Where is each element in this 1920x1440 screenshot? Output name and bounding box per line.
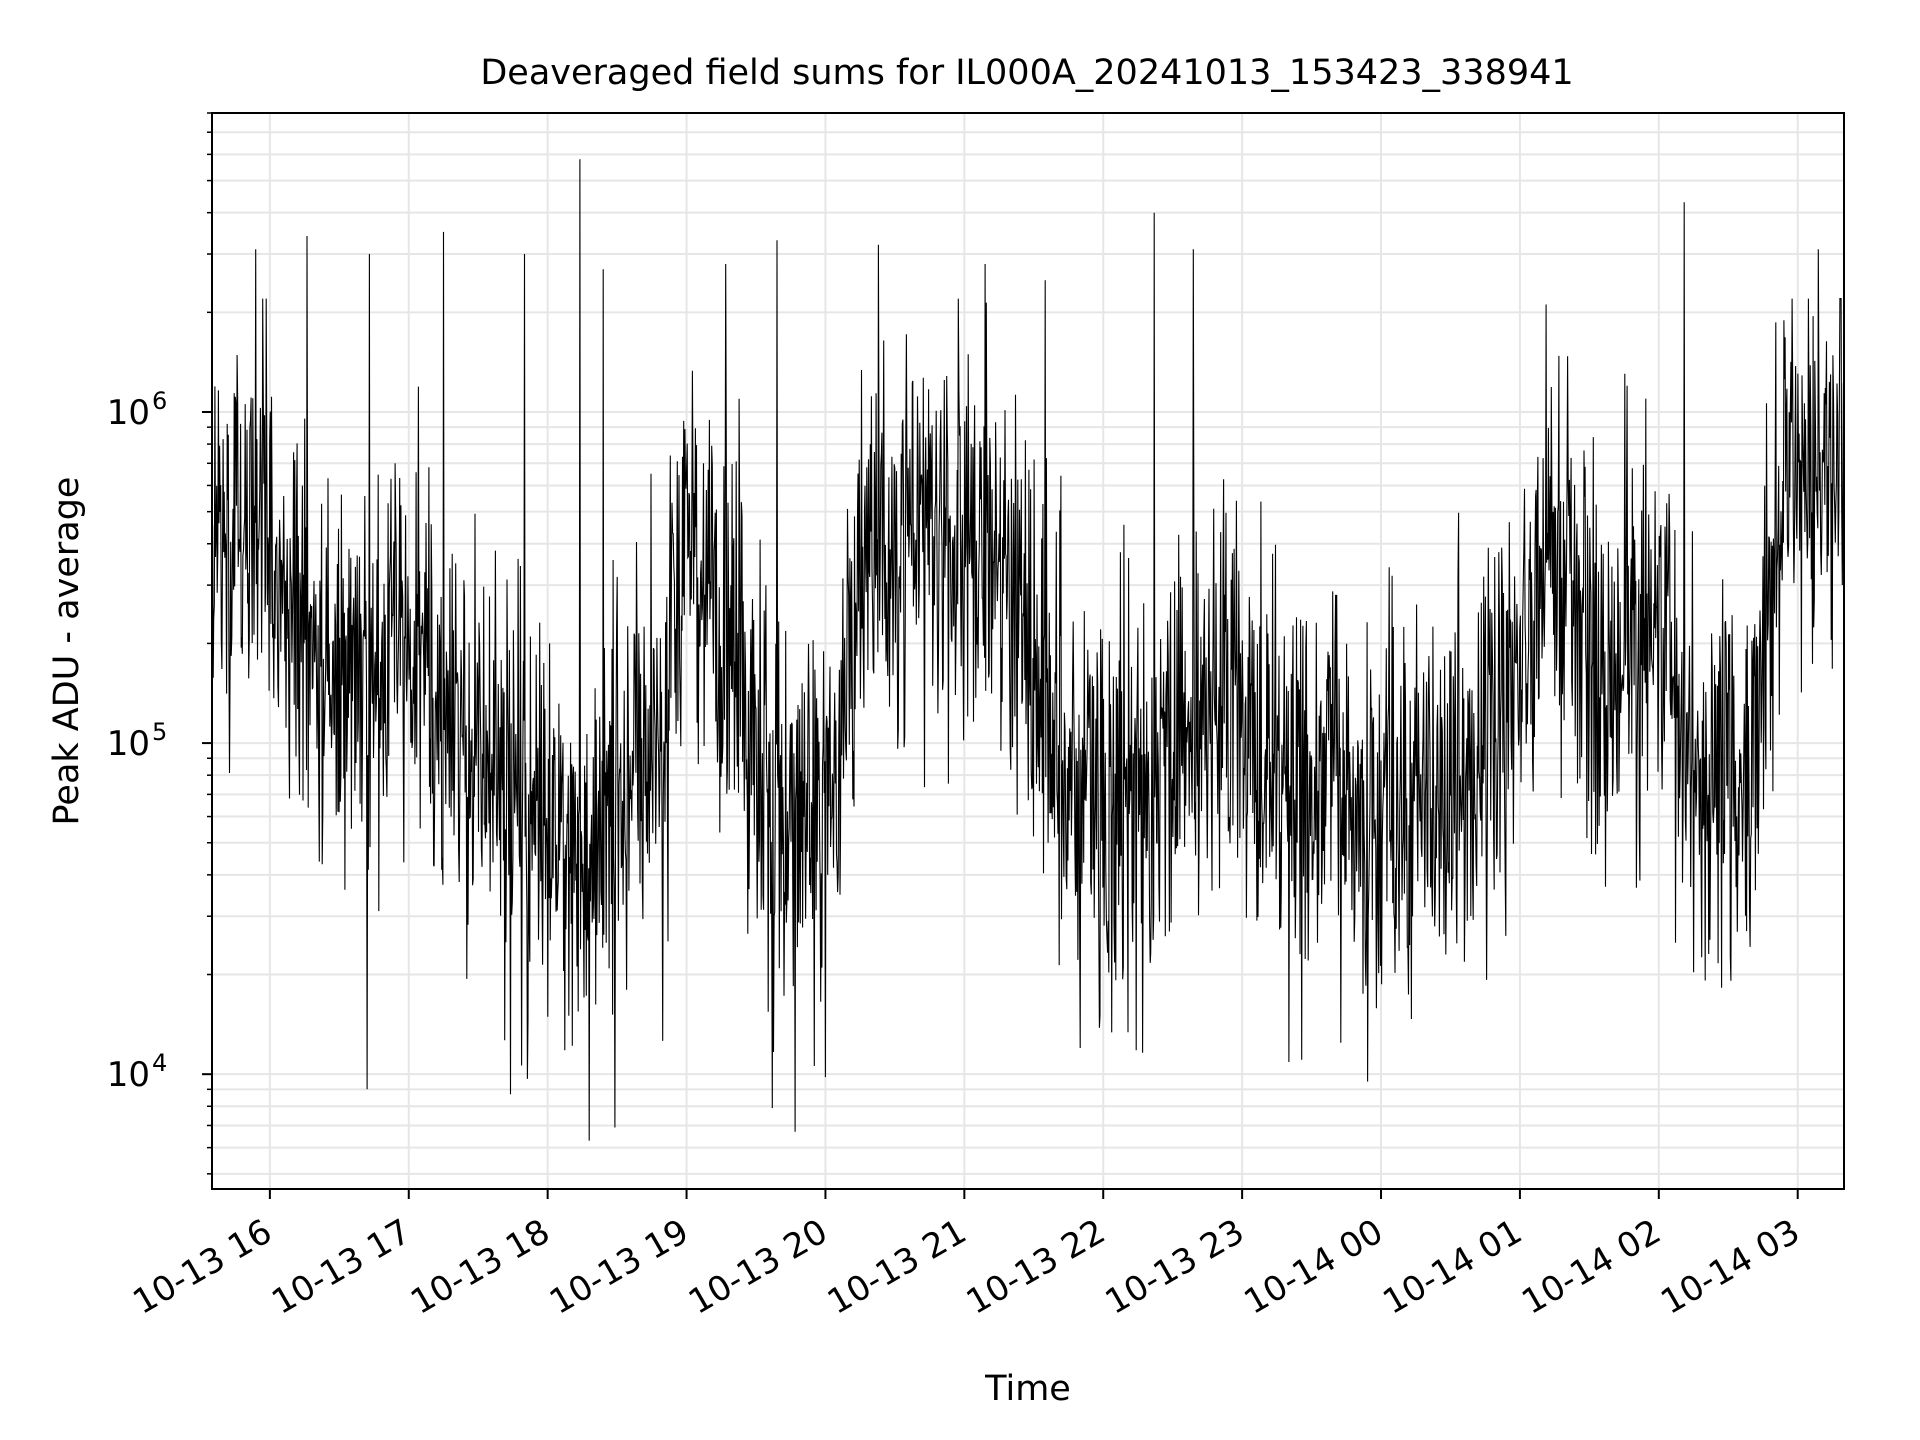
plot-area-frame [211, 112, 1845, 1190]
chart-title: Deaveraged field sums for IL000A_2024101… [480, 53, 1573, 93]
y-tick-exponent: 5 [152, 718, 167, 746]
y-tick-label: 10 [107, 1055, 150, 1095]
y-tick-exponent: 6 [152, 387, 167, 415]
series [211, 159, 1845, 1141]
y-tick-label: 10 [107, 724, 150, 764]
y-axis-label: Peak ADU - average [47, 477, 87, 826]
series-line [211, 159, 1845, 1141]
x-axis-label: Time [984, 1369, 1071, 1409]
y-tick-exponent: 4 [152, 1049, 167, 1077]
y-tick-label: 10 [107, 393, 150, 433]
